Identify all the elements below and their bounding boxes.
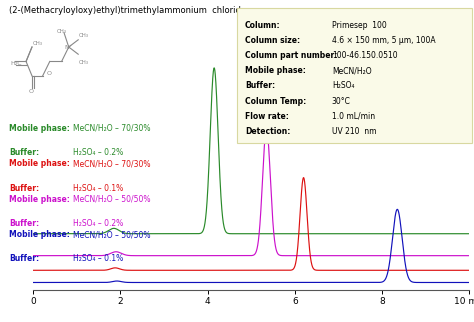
Text: Buffer:: Buffer: xyxy=(9,184,40,193)
Text: Buffer:: Buffer: xyxy=(245,81,275,90)
Text: O: O xyxy=(29,89,34,94)
Text: 1.0 mL/min: 1.0 mL/min xyxy=(332,112,375,121)
Text: Flow rate:: Flow rate: xyxy=(245,112,289,121)
Text: UV 210  nm: UV 210 nm xyxy=(332,127,376,136)
Text: MeCN/H₂O – 70/30%: MeCN/H₂O – 70/30% xyxy=(73,124,151,133)
Text: CH₃: CH₃ xyxy=(79,33,89,38)
Text: 30°C: 30°C xyxy=(332,97,351,106)
Text: 100-46.150.0510: 100-46.150.0510 xyxy=(332,51,397,60)
Text: (2-(Methacryloyloxy)ethyl)trimethylammonium  chloride: (2-(Methacryloyloxy)ethyl)trimethylammon… xyxy=(9,6,246,15)
Text: Column:: Column: xyxy=(245,21,281,30)
Text: CH₃: CH₃ xyxy=(56,29,67,34)
Text: H₂SO₄ – 0.1%: H₂SO₄ – 0.1% xyxy=(73,254,124,263)
Text: N⁺: N⁺ xyxy=(65,44,73,50)
Text: Mobile phase:: Mobile phase: xyxy=(9,230,70,239)
Text: CH₃: CH₃ xyxy=(33,41,43,46)
Text: O: O xyxy=(46,71,52,76)
Text: Mobile phase:: Mobile phase: xyxy=(9,124,70,133)
Text: MeCN/H₂O – 50/50%: MeCN/H₂O – 50/50% xyxy=(73,230,151,239)
Text: Column size:: Column size: xyxy=(245,36,300,45)
Text: Detection:: Detection: xyxy=(245,127,291,136)
Text: CH₃: CH₃ xyxy=(79,60,89,65)
Text: MeCN/H₂O – 70/30%: MeCN/H₂O – 70/30% xyxy=(73,159,151,168)
Text: Mobile phase:: Mobile phase: xyxy=(9,159,70,168)
Text: Buffer:: Buffer: xyxy=(9,219,40,228)
Text: MeCN/H₂O – 50/50%: MeCN/H₂O – 50/50% xyxy=(73,195,151,204)
Text: H₂SO₄ – 0.2%: H₂SO₄ – 0.2% xyxy=(73,219,124,228)
Text: H₂SO₄ – 0.2%: H₂SO₄ – 0.2% xyxy=(73,148,124,157)
Text: H₂SO₄: H₂SO₄ xyxy=(332,81,354,90)
Text: Mobile phase:: Mobile phase: xyxy=(245,66,306,75)
Text: H₂SO₄ – 0.1%: H₂SO₄ – 0.1% xyxy=(73,184,124,193)
Text: Mobile phase:: Mobile phase: xyxy=(9,195,70,204)
Text: Primesep  100: Primesep 100 xyxy=(332,21,387,30)
Text: Buffer:: Buffer: xyxy=(9,148,40,157)
Text: Column part number:: Column part number: xyxy=(245,51,337,60)
Text: MeCN/H₂O: MeCN/H₂O xyxy=(332,66,372,75)
Text: Buffer:: Buffer: xyxy=(9,254,40,263)
Text: H₂C: H₂C xyxy=(10,61,22,66)
Text: Column Temp:: Column Temp: xyxy=(245,97,306,106)
Text: 4.6 × 150 mm, 5 μm, 100A: 4.6 × 150 mm, 5 μm, 100A xyxy=(332,36,436,45)
